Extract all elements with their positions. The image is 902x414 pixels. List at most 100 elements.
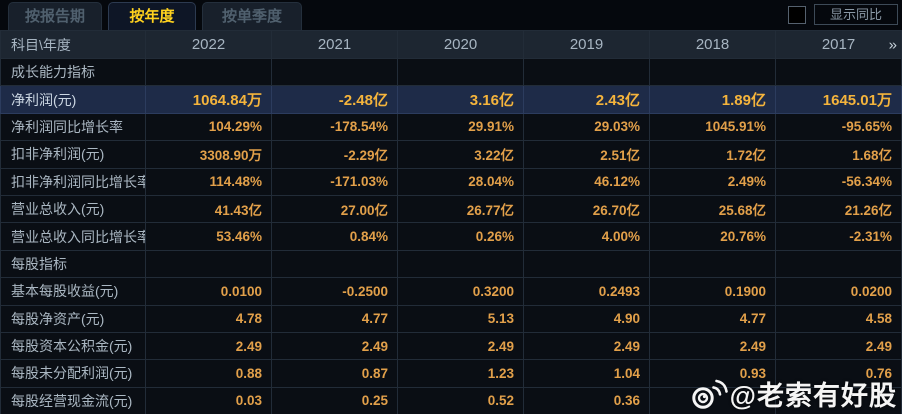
value-cell: 0.0100 (145, 277, 272, 306)
row-label: 营业总收入同比增长率 (0, 222, 146, 251)
row-label: 营业总收入(元) (0, 194, 146, 224)
value-cell: 4.90 (523, 304, 650, 333)
table-row[interactable]: 扣非净利润同比增长率 114.48% -171.03% 28.04% 46.12% 2.4… (0, 167, 902, 196)
table-row[interactable]: 基本每股收益(元) 0.0100 -0.2500 0.3200 0.2493 0.1900… (0, 277, 902, 306)
year-header-2022: 2022 (145, 30, 272, 59)
value-cell: 1.68亿 (775, 140, 902, 169)
value-cell: 29.03% (523, 112, 650, 142)
show-yoy-checkbox[interactable] (788, 5, 806, 24)
value-cell: 27.00亿 (271, 194, 398, 224)
year-header-2020: 2020 (397, 30, 524, 59)
value-cell (523, 57, 650, 87)
value-cell: 104.29% (145, 112, 272, 142)
value-cell: 0.0200 (775, 277, 902, 306)
table-row[interactable]: 净利润同比增长率 104.29% -178.54% 29.91% 29.03% 1045.… (0, 112, 902, 142)
row-label: 净利润同比增长率 (0, 112, 146, 142)
value-cell (397, 249, 524, 279)
value-cell: 0.3200 (397, 277, 524, 306)
value-cell (145, 57, 272, 87)
value-cell: 0.26% (397, 222, 524, 251)
table-body: 成长能力指标 净利润(元) 1064.84万 -2.48亿 3.16亿 2.43亿 1.89… (0, 57, 902, 414)
value-cell (775, 386, 902, 414)
value-cell: 2.49 (649, 331, 776, 361)
row-label: 基本每股收益(元) (0, 277, 146, 306)
value-cell: 0.52 (397, 386, 524, 414)
value-cell: 4.00% (523, 222, 650, 251)
section-row[interactable]: 每股指标 (0, 249, 902, 279)
row-label: 每股净资产(元) (0, 304, 146, 333)
value-cell: 2.43亿 (523, 85, 650, 114)
table-row[interactable]: 每股未分配利润(元) 0.88 0.87 1.23 1.04 0.93 0.76 (0, 359, 902, 388)
value-cell: 2.49 (775, 331, 902, 361)
more-years-chevron-icon[interactable]: » (888, 36, 897, 53)
value-cell: 114.48% (145, 167, 272, 196)
row-label: 每股指标 (0, 249, 146, 279)
value-cell: 2.49 (523, 331, 650, 361)
value-cell (271, 249, 398, 279)
value-cell: 0.76 (775, 359, 902, 388)
value-cell: 41.43亿 (145, 194, 272, 224)
value-cell: 1.23 (397, 359, 524, 388)
value-cell: -2.29亿 (271, 140, 398, 169)
value-cell: 2.51亿 (523, 140, 650, 169)
tab-by-report-period[interactable]: 按报告期 (8, 2, 102, 30)
value-cell (649, 249, 776, 279)
value-cell: 1045.91% (649, 112, 776, 142)
row-label: 每股经营现金流(元) (0, 386, 146, 414)
value-cell: 29.91% (397, 112, 524, 142)
value-cell: 1064.84万 (145, 85, 272, 114)
value-cell: 2.49 (397, 331, 524, 361)
value-cell: 1.89亿 (649, 85, 776, 114)
table-row[interactable]: 每股资本公积金(元) 2.49 2.49 2.49 2.49 2.49 2.49 (0, 331, 902, 361)
row-label: 净利润(元) (0, 85, 146, 114)
indicator-table: 科目\年度 2022 2021 2020 2019 2018 2017 » 成长… (0, 30, 902, 414)
value-cell: 25.68亿 (649, 194, 776, 224)
value-cell: 5.13 (397, 304, 524, 333)
value-cell: 0.88 (145, 359, 272, 388)
value-cell: 4.77 (271, 304, 398, 333)
table-header-row: 科目\年度 2022 2021 2020 2019 2018 2017 » (0, 30, 902, 59)
table-row[interactable]: 每股经营现金流(元) 0.03 0.25 0.52 0.36 (0, 386, 902, 414)
value-cell: 21.26亿 (775, 194, 902, 224)
value-cell: 53.46% (145, 222, 272, 251)
value-cell: -178.54% (271, 112, 398, 142)
value-cell (397, 57, 524, 87)
tab-by-single-quarter[interactable]: 按单季度 (202, 2, 302, 30)
value-cell: 3308.90万 (145, 140, 272, 169)
value-cell: 28.04% (397, 167, 524, 196)
table-row[interactable]: 净利润(元) 1064.84万 -2.48亿 3.16亿 2.43亿 1.89亿 1645.… (0, 85, 902, 114)
year-header-2021: 2021 (271, 30, 398, 59)
table-row[interactable]: 每股净资产(元) 4.78 4.77 5.13 4.90 4.77 4.58 (0, 304, 902, 333)
year-header-2017-label: 2017 (821, 36, 856, 53)
corner-header: 科目\年度 (0, 30, 146, 59)
value-cell: 0.36 (523, 386, 650, 414)
table-row[interactable]: 营业总收入(元) 41.43亿 27.00亿 26.77亿 26.70亿 25.68亿 21… (0, 194, 902, 224)
row-label: 扣非净利润(元) (0, 140, 146, 169)
row-label: 扣非净利润同比增长率 (0, 167, 146, 196)
row-label: 每股资本公积金(元) (0, 331, 146, 361)
value-cell: 0.84% (271, 222, 398, 251)
value-cell: 2.49% (649, 167, 776, 196)
yoy-controls: 显示同比 (788, 4, 898, 25)
value-cell (271, 57, 398, 87)
tab-by-year[interactable]: 按年度 (108, 2, 196, 30)
value-cell (145, 249, 272, 279)
value-cell: 4.58 (775, 304, 902, 333)
value-cell: 2.49 (145, 331, 272, 361)
value-cell: 0.2493 (523, 277, 650, 306)
table-row[interactable]: 扣非净利润(元) 3308.90万 -2.29亿 3.22亿 2.51亿 1.72亿 1.6… (0, 140, 902, 169)
year-header-2017: 2017 » (775, 30, 902, 59)
value-cell: 0.1900 (649, 277, 776, 306)
value-cell: -0.2500 (271, 277, 398, 306)
value-cell: 2.49 (271, 331, 398, 361)
value-cell: 3.16亿 (397, 85, 524, 114)
table-row[interactable]: 营业总收入同比增长率 53.46% 0.84% 0.26% 4.00% 20.76% -2.… (0, 222, 902, 251)
value-cell: 4.77 (649, 304, 776, 333)
value-cell: 0.25 (271, 386, 398, 414)
show-yoy-label[interactable]: 显示同比 (814, 4, 898, 25)
section-row[interactable]: 成长能力指标 (0, 57, 902, 87)
value-cell: 26.70亿 (523, 194, 650, 224)
value-cell: -2.31% (775, 222, 902, 251)
year-header-2018: 2018 (649, 30, 776, 59)
